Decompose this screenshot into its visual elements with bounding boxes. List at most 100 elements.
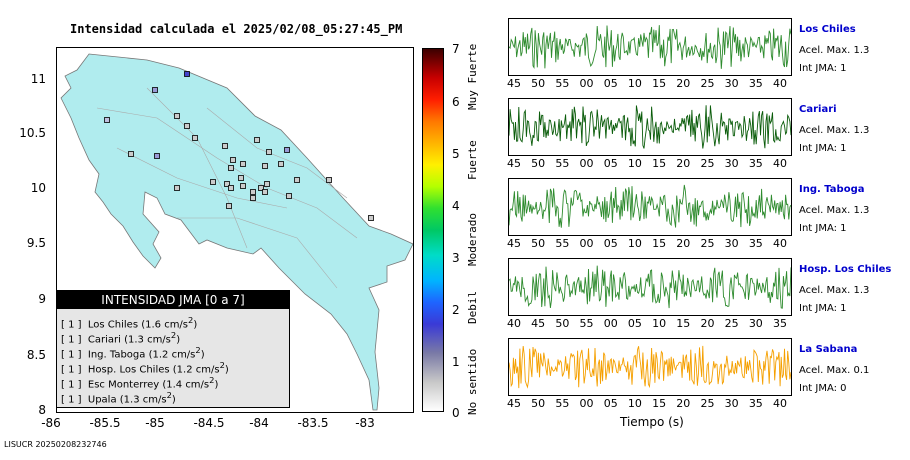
- legend-row: [ 1 ] Cariari (1.3 cm/s2): [61, 330, 181, 346]
- seismogram-panel[interactable]: [508, 258, 792, 316]
- station-marker[interactable]: [128, 151, 134, 157]
- waveform: [508, 265, 792, 309]
- station-name[interactable]: Hosp. Los Chiles: [799, 264, 892, 275]
- time-tick: 40: [773, 77, 787, 90]
- time-tick: 15: [652, 237, 667, 250]
- station-marker[interactable]: [184, 123, 190, 129]
- station-name[interactable]: Los Chiles: [799, 24, 856, 35]
- station-jma: Int JMA: 1: [799, 303, 847, 314]
- station-marker[interactable]: [240, 183, 246, 189]
- time-tick: 55: [555, 397, 570, 410]
- map-x-tick: -84.5: [193, 416, 225, 430]
- station-marker[interactable]: [210, 179, 216, 185]
- band-label: Muy Fuerte: [466, 43, 479, 110]
- time-tick: 45: [507, 157, 521, 170]
- station-marker[interactable]: [184, 71, 190, 77]
- station-jma: Int JMA: 1: [799, 143, 847, 154]
- colorbar-tick: 0: [452, 406, 460, 420]
- time-tick: 45: [507, 397, 521, 410]
- time-tick: 20: [676, 157, 691, 170]
- station-marker[interactable]: [286, 193, 292, 199]
- station-accel: Acel. Max. 1.3: [799, 285, 870, 296]
- time-tick: 25: [724, 317, 739, 330]
- station-marker[interactable]: [228, 165, 234, 171]
- station-marker[interactable]: [264, 181, 270, 187]
- map-y-tick: 10.5: [19, 126, 46, 140]
- station-marker[interactable]: [238, 175, 244, 181]
- time-tick: 45: [507, 237, 521, 250]
- legend-row: [ 1 ] Hosp. Los Chiles (1.2 cm/s2): [61, 360, 229, 376]
- station-marker[interactable]: [294, 177, 300, 183]
- station-marker[interactable]: [224, 181, 230, 187]
- time-tick: 55: [555, 157, 570, 170]
- time-tick: 25: [700, 237, 715, 250]
- station-name[interactable]: Cariari: [799, 104, 837, 115]
- time-tick: 35: [748, 397, 763, 410]
- station-marker[interactable]: [278, 161, 284, 167]
- station-marker[interactable]: [228, 185, 234, 191]
- waveform: [508, 25, 792, 69]
- time-tick: 30: [724, 157, 739, 170]
- station-name[interactable]: La Sabana: [799, 344, 858, 355]
- intensity-colorbar: [422, 48, 444, 412]
- station-marker[interactable]: [222, 143, 228, 149]
- station-marker[interactable]: [104, 117, 110, 123]
- station-marker[interactable]: [154, 153, 160, 159]
- waveform: [508, 184, 792, 228]
- time-tick: 35: [748, 77, 763, 90]
- colorbar-tick: 4: [452, 199, 460, 213]
- time-tick: 05: [603, 237, 618, 250]
- station-marker[interactable]: [250, 195, 256, 201]
- time-tick: 40: [773, 397, 787, 410]
- station-marker[interactable]: [192, 135, 198, 141]
- time-tick: 45: [507, 77, 521, 90]
- station-marker[interactable]: [174, 113, 180, 119]
- band-label: Debil: [466, 290, 479, 324]
- station-name[interactable]: Ing. Taboga: [799, 184, 865, 195]
- station-marker[interactable]: [266, 149, 272, 155]
- station-marker[interactable]: [368, 215, 374, 221]
- station-jma: Int JMA: 1: [799, 223, 847, 234]
- band-label: No sentido: [466, 348, 479, 415]
- colorbar-tick: 7: [452, 42, 460, 56]
- legend-row: [ 1 ] Upala (1.3 cm/s2): [61, 390, 176, 406]
- colorbar-tick: 5: [452, 147, 460, 161]
- time-tick: 00: [603, 317, 618, 330]
- time-tick: 05: [603, 157, 618, 170]
- station-marker[interactable]: [152, 87, 158, 93]
- station-marker[interactable]: [258, 185, 264, 191]
- map-x-tick: -85.5: [89, 416, 121, 430]
- station-marker[interactable]: [326, 177, 332, 183]
- time-tick: 15: [652, 77, 667, 90]
- station-jma: Int JMA: 1: [799, 63, 847, 74]
- station-accel: Acel. Max. 0.1: [799, 365, 870, 376]
- station-marker[interactable]: [262, 163, 268, 169]
- station-marker[interactable]: [230, 157, 236, 163]
- station-marker[interactable]: [240, 161, 246, 167]
- seismogram-panel[interactable]: [508, 18, 792, 76]
- time-tick: 20: [700, 317, 715, 330]
- time-tick: 25: [700, 77, 715, 90]
- map-x-tick: -83: [355, 416, 375, 430]
- map-x-tick: -83.5: [297, 416, 329, 430]
- time-tick: 20: [676, 237, 691, 250]
- time-tick: 30: [748, 317, 763, 330]
- time-tick: 00: [579, 157, 594, 170]
- seismogram-panel[interactable]: [508, 338, 792, 396]
- time-tick: 00: [579, 237, 594, 250]
- map-x-tick: -86: [41, 416, 61, 430]
- time-tick: 15: [652, 397, 667, 410]
- time-tick: 50: [531, 157, 546, 170]
- seismogram-panel[interactable]: [508, 98, 792, 156]
- x-axis-label: Tiempo (s): [620, 415, 684, 429]
- station-marker[interactable]: [250, 189, 256, 195]
- seismogram-panel[interactable]: [508, 178, 792, 236]
- station-marker[interactable]: [254, 137, 260, 143]
- station-marker[interactable]: [174, 185, 180, 191]
- time-tick: 10: [627, 237, 642, 250]
- station-marker[interactable]: [262, 189, 268, 195]
- station-marker[interactable]: [284, 147, 290, 153]
- station-marker[interactable]: [226, 203, 232, 209]
- time-tick: 20: [676, 77, 691, 90]
- band-label: Moderado: [466, 213, 479, 266]
